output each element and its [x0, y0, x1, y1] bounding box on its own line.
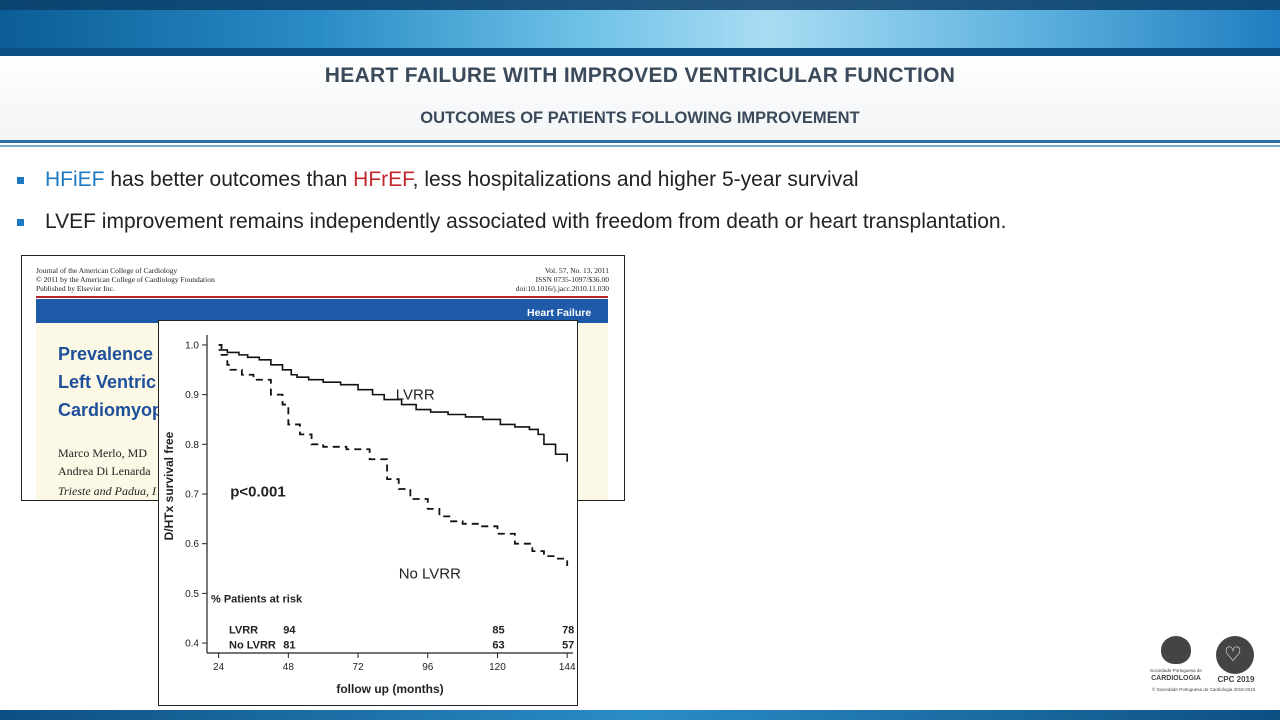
heart-icon: ♡ [1224, 644, 1242, 666]
bullet-2: LVEF improvement remains independently a… [45, 210, 1007, 233]
y-tick-label: 0.4 [185, 639, 199, 650]
risk-row-label: LVRR [229, 625, 258, 637]
journal-volume: Vol. 57, No. 13, 2011 [544, 266, 609, 275]
risk-value: 63 [492, 640, 504, 652]
risk-row-label: No LVRR [229, 640, 276, 652]
series-label-no-lvrr: No LVRR [399, 565, 461, 582]
article-title-line-1: Prevalence a [58, 344, 169, 364]
x-tick-label: 72 [352, 662, 364, 673]
series-line-lvrr [218, 349, 568, 462]
journal-meta-left: Journal of the American College of Cardi… [36, 266, 215, 293]
header-banner-top [0, 0, 1280, 10]
x-tick-label: 96 [422, 662, 434, 673]
article-author-1: Marco Merlo, MD [58, 446, 147, 460]
risk-value: 85 [492, 625, 504, 637]
title-divider-thin [0, 145, 1280, 147]
y-tick-label: 0.6 [185, 539, 199, 550]
spc-logo-name: CARDIOLOGIA [1151, 675, 1201, 682]
bullet-1-text-a: has better outcomes than [104, 168, 354, 191]
bullet-1: HFiEF has better outcomes than HFrEF, le… [45, 168, 859, 192]
cpc-logo-icon [1216, 636, 1254, 674]
journal-doi: doi:10.1016/j.jacc.2010.11.030 [515, 284, 609, 293]
article-section-label: Heart Failure [527, 307, 592, 319]
x-tick-label: 24 [213, 662, 225, 673]
journal-copyright: © 2011 by the American College of Cardio… [36, 275, 215, 284]
x-axis-label: follow up (months) [336, 682, 443, 696]
y-tick-label: 0.5 [185, 589, 199, 600]
survival-chart-card: 0.4 0.5 0.6 0.7 0.8 0.9 1.0 24 48 72 96 120 144 follo… [158, 320, 578, 706]
x-tick-label: 120 [489, 662, 506, 673]
journal-issn: ISSN 0735-1097/$36.00 [535, 275, 609, 284]
spc-logo-icon [1161, 636, 1191, 664]
x-tick-label: 48 [283, 662, 295, 673]
footer-bar [0, 710, 1280, 720]
survival-chart: 0.4 0.5 0.6 0.7 0.8 0.9 1.0 24 48 72 96 120 144 follo… [162, 335, 576, 696]
risk-value: 57 [562, 640, 574, 652]
bullet-1-text-b: , less hospitalizations and higher 5-yea… [412, 168, 859, 191]
slide-title: HEART FAILURE WITH IMPROVED VENTRICULAR … [324, 64, 956, 87]
journal-meta-right: Vol. 57, No. 13, 2011 ISSN 0735-1097/$36… [516, 266, 609, 293]
journal-publisher: Published by Elsevier Inc. [36, 284, 115, 293]
journal-name: Journal of the American College of Cardi… [36, 266, 178, 275]
article-author-2: Andrea Di Lenarda [58, 464, 151, 478]
article-red-rule [36, 296, 608, 298]
article-affiliation: Trieste and Padua, I [58, 484, 156, 498]
y-tick-label: 0.8 [185, 440, 199, 451]
bullet-marker [17, 219, 24, 226]
risk-value: 81 [283, 640, 295, 652]
article-title-line-3: Cardiomyopa [58, 400, 174, 420]
hfief-term: HFiEF [45, 168, 105, 191]
article-title-line-2: Left Ventric [58, 372, 157, 392]
spc-logo-small-text: Sociedade Portuguesa de [1150, 668, 1202, 673]
logo-footnote: © Sociedade Portuguesa de Cardiologia 20… [1152, 687, 1256, 692]
bullet-marker [17, 177, 24, 184]
y-tick-label: 1.0 [185, 340, 199, 351]
risk-value: 78 [562, 625, 574, 637]
hfref-term: HFrEF [353, 168, 413, 191]
y-tick-label: 0.7 [185, 490, 199, 501]
slide-subtitle: OUTCOMES OF PATIENTS FOLLOWING IMPROVEME… [420, 109, 860, 127]
series-label-lvrr: LVRR [396, 387, 435, 404]
x-tick-label: 144 [559, 662, 576, 673]
article-section-bar [36, 299, 608, 323]
series-line-no-lvrr [218, 344, 569, 567]
header-banner-stripe [0, 48, 1280, 56]
risk-value: 94 [283, 625, 296, 637]
title-area [0, 56, 1280, 140]
p-value-annotation: p<0.001 [230, 483, 285, 500]
title-divider [0, 140, 1280, 143]
y-axis-label: D/HTx survival free [162, 431, 176, 540]
risk-table-title: % Patients at risk [211, 593, 303, 605]
y-tick-label: 0.9 [185, 390, 199, 401]
cpc-logo-name: CPC 2019 [1217, 675, 1255, 684]
